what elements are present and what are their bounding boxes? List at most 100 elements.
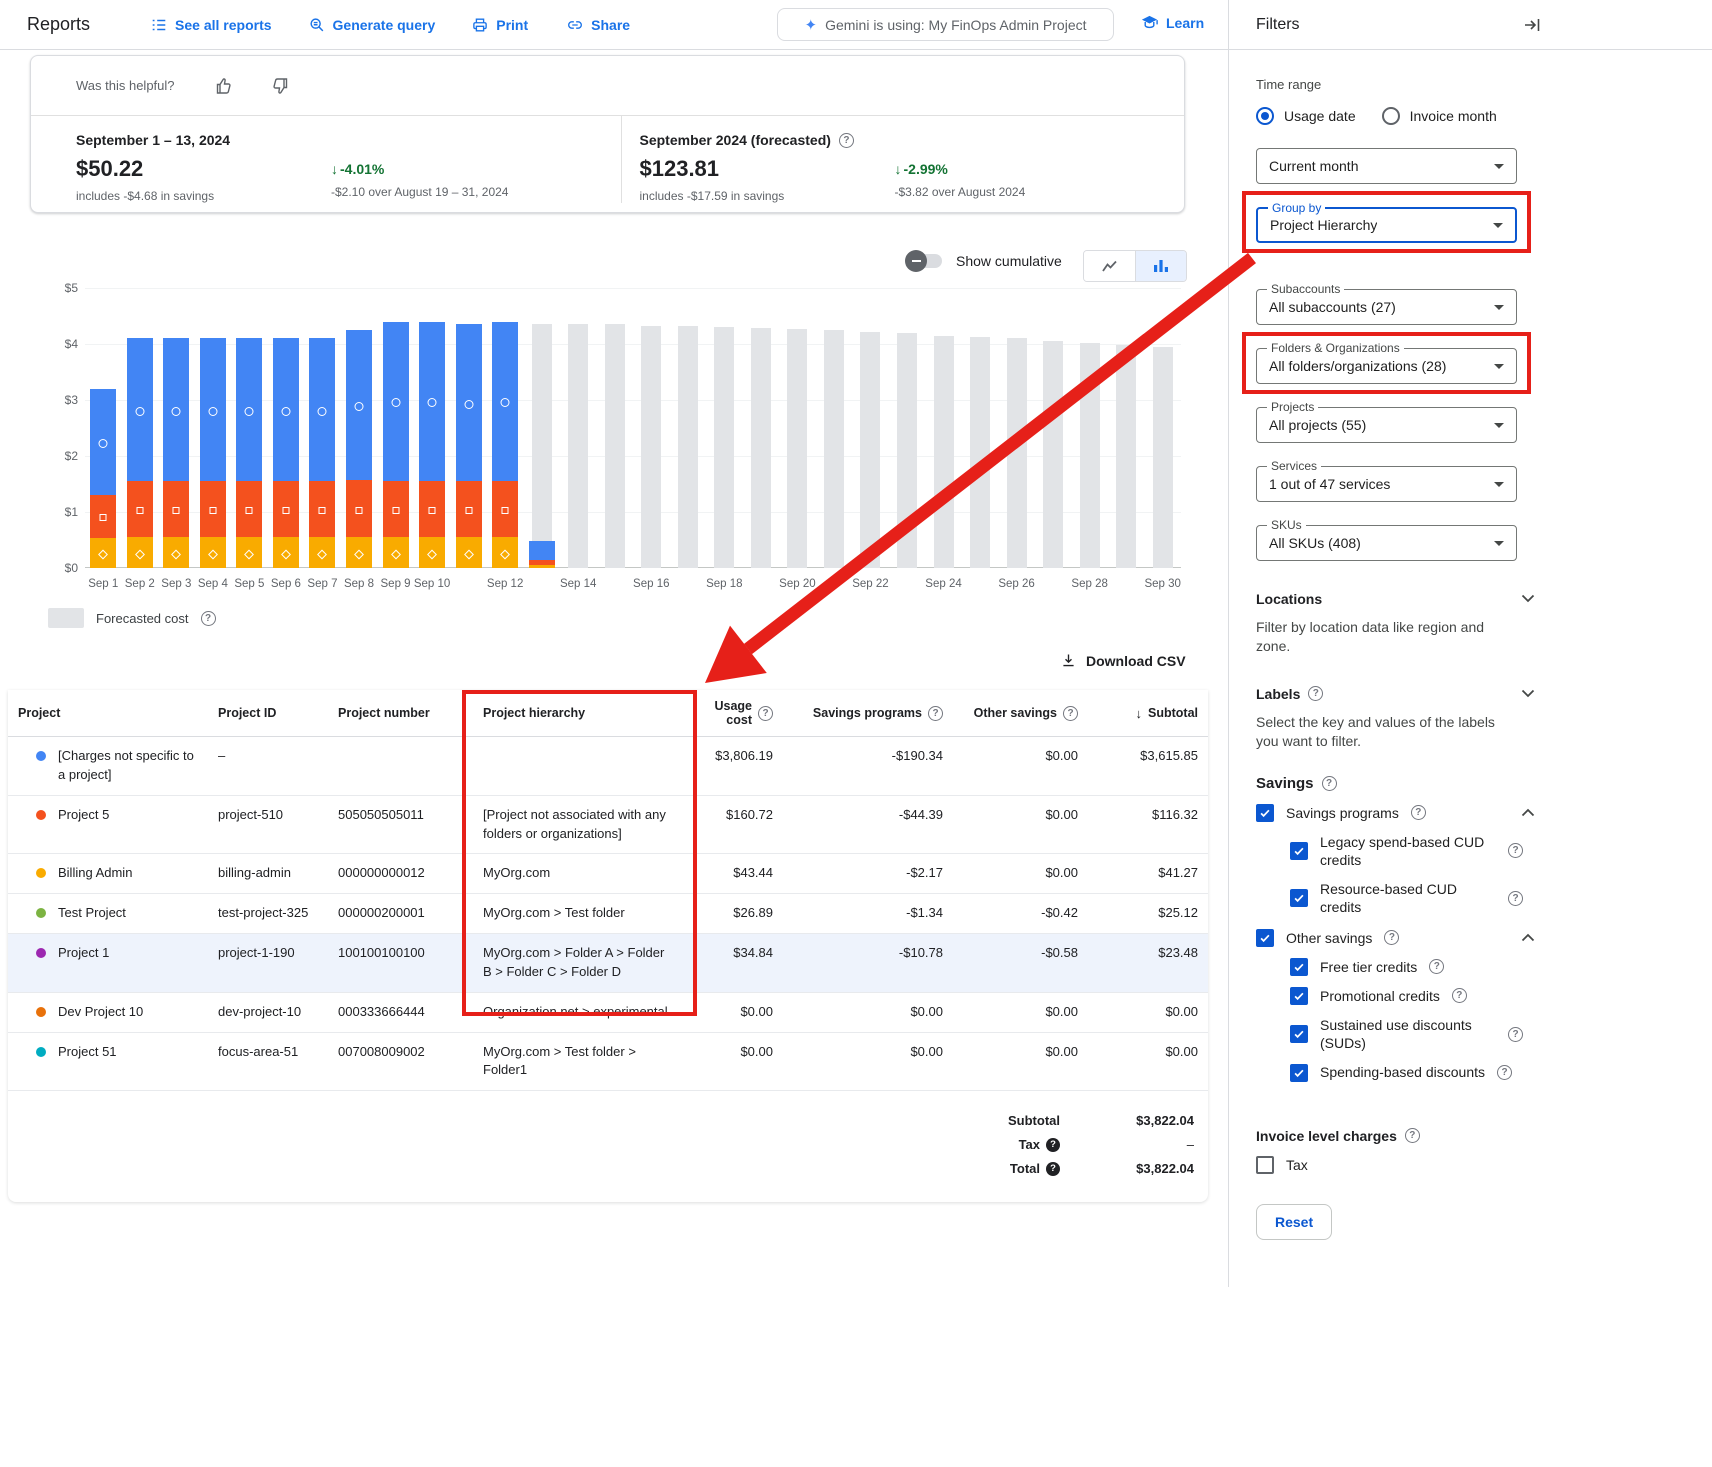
radio-invoice-month[interactable]: Invoice month	[1381, 107, 1497, 125]
generate-query-link[interactable]: Generate query	[308, 16, 435, 34]
table-row: Project 1 project-1-190 100100100100 MyOrg.…	[8, 934, 1208, 993]
help-icon[interactable]: ?	[1046, 1137, 1060, 1152]
download-csv-button[interactable]: Download CSV	[1060, 652, 1186, 669]
help-icon[interactable]: ?	[1429, 959, 1445, 975]
help-icon[interactable]: ?	[1321, 775, 1337, 791]
help-icon[interactable]: ?	[1508, 1026, 1523, 1042]
stacked-bar-segment	[528, 541, 555, 560]
help-icon[interactable]: ?	[758, 705, 773, 721]
dropdown-value: 1 out of 47 services	[1269, 476, 1391, 492]
locations-section-header[interactable]: Locations	[1256, 590, 1549, 608]
learn-link[interactable]: Learn	[1140, 13, 1204, 32]
radio-usage-date[interactable]: Usage date	[1256, 107, 1356, 125]
column-header-project-number[interactable]: Project number	[328, 697, 473, 729]
help-icon[interactable]: ?	[1404, 1128, 1420, 1144]
square-marker-icon	[282, 507, 290, 515]
x-tick-label: Sep 7	[307, 578, 338, 590]
dropdown-time-range[interactable]: Current month	[1256, 148, 1517, 184]
column-header-label: Project	[18, 706, 61, 720]
forecast-bar	[1079, 342, 1100, 568]
tax-checkbox[interactable]	[1256, 1155, 1274, 1174]
gemini-project-chip[interactable]: ✦ Gemini is using: My FinOps Admin Proje…	[777, 8, 1114, 41]
chevron-up-icon[interactable]	[1521, 929, 1535, 947]
table-cell: -$1.34	[906, 905, 943, 921]
square-marker-icon	[245, 507, 253, 515]
checkbox-savings-programs[interactable]	[1256, 803, 1274, 822]
table-cell: $3,615.85	[1140, 748, 1198, 763]
help-icon[interactable]: ?	[838, 132, 854, 148]
help-icon[interactable]: ?	[1508, 843, 1523, 859]
checkbox-promotional-credits[interactable]	[1290, 986, 1308, 1005]
checkbox-spending-based-discounts[interactable]	[1290, 1063, 1308, 1082]
column-header-usage-cost[interactable]: Usage cost?	[683, 690, 783, 736]
forecast-bar	[897, 332, 917, 568]
dropdown-projects[interactable]: Projects All projects (55)	[1256, 400, 1517, 443]
help-icon[interactable]: ?	[1508, 890, 1523, 906]
table-cell	[328, 737, 473, 757]
dropdown-wrapper-services: Services 1 out of 47 services	[1256, 459, 1517, 502]
dropdown-services[interactable]: Services 1 out of 47 services	[1256, 459, 1517, 502]
help-icon[interactable]: ?	[928, 705, 943, 721]
help-icon[interactable]: ?	[1063, 705, 1078, 721]
column-header-project[interactable]: Project	[8, 697, 208, 729]
line-chart-button[interactable]	[1084, 251, 1135, 281]
see-all-reports-link[interactable]: See all reports	[150, 16, 272, 34]
show-cumulative-toggle[interactable]	[905, 250, 942, 272]
checkbox-legacy-spend-based-cud-credits[interactable]	[1290, 841, 1308, 860]
help-icon[interactable]: ?	[1497, 1065, 1513, 1081]
table-cell: $0.00	[1045, 1003, 1078, 1019]
thumbs-down-button[interactable]	[271, 76, 291, 96]
dropdown-folders-organizations[interactable]: Folders & Organizations All folders/organ…	[1256, 341, 1517, 384]
collapse-panel-button[interactable]	[1522, 15, 1542, 40]
sort-desc-icon: ↓	[1135, 705, 1143, 721]
thumbs-up-button[interactable]	[213, 76, 233, 96]
stacked-bar-segment	[126, 481, 153, 538]
chevron-down-icon[interactable]	[1521, 685, 1535, 703]
dropdown-wrapper-group-by: Group by Project Hierarchy	[1242, 191, 1531, 253]
checkbox-other-savings[interactable]	[1256, 928, 1274, 947]
column-header-project-hierarchy[interactable]: Project hierarchy	[473, 697, 683, 729]
page-title: Reports	[27, 14, 91, 34]
checkbox-sustained-use-discounts-suds[interactable]	[1290, 1025, 1308, 1044]
reset-button[interactable]: Reset	[1256, 1203, 1333, 1240]
labels-section-header[interactable]: Labels ?	[1256, 685, 1549, 703]
dropdown-group-by[interactable]: Group by Project Hierarchy	[1256, 201, 1517, 243]
project-name: Project 1	[58, 945, 110, 961]
chevron-up-icon[interactable]	[1521, 804, 1535, 822]
circle-marker-icon	[244, 406, 254, 416]
help-icon[interactable]: ?	[1410, 805, 1426, 821]
help-icon[interactable]: ?	[200, 610, 216, 626]
show-cumulative-label: Show cumulative	[956, 253, 1062, 269]
graduation-cap-icon	[1141, 15, 1158, 29]
help-icon[interactable]: ?	[1308, 686, 1324, 702]
dropdown-wrapper-subaccounts: Subaccounts All subaccounts (27)	[1256, 282, 1517, 325]
table-cell: $0.00	[1045, 865, 1078, 881]
dropdown-subaccounts[interactable]: Subaccounts All subaccounts (27)	[1256, 282, 1517, 325]
chevron-down-icon[interactable]	[1521, 590, 1535, 608]
checkbox-label: Legacy spend-based CUD credits	[1320, 833, 1485, 868]
bar-chart-button[interactable]	[1135, 251, 1186, 281]
help-icon[interactable]: ?	[1451, 988, 1467, 1004]
column-header-project-id[interactable]: Project ID	[208, 697, 328, 729]
help-icon[interactable]: ?	[1384, 930, 1400, 946]
square-marker-icon	[99, 514, 107, 522]
print-link[interactable]: Print	[471, 16, 528, 34]
table-cell: Organization.net > experimental	[483, 1003, 668, 1019]
circle-marker-icon	[317, 406, 327, 416]
table-cell: -$0.58	[1041, 945, 1078, 961]
table-cell: –	[218, 748, 226, 763]
column-header-subtotal[interactable]: ↓ Subtotal	[1088, 697, 1208, 730]
checkbox-resource-based-cud-credits[interactable]	[1290, 889, 1308, 908]
y-tick-label: $2	[64, 449, 78, 463]
checkbox-label: Resource-based CUD credits	[1320, 881, 1457, 916]
gridline	[85, 400, 1181, 401]
checkbox-free-tier-credits[interactable]	[1290, 957, 1308, 976]
column-header-savings-programs[interactable]: Savings programs?	[783, 697, 953, 730]
column-header-other-savings[interactable]: Other savings?	[953, 697, 1088, 730]
dropdown-skus[interactable]: SKUs All SKUs (408)	[1256, 518, 1517, 561]
table-cell: $0.00	[1045, 748, 1078, 763]
help-icon[interactable]: ?	[1046, 1161, 1060, 1176]
share-link[interactable]: Share	[566, 16, 630, 34]
y-tick-label: $4	[64, 337, 78, 351]
radio-label: Invoice month	[1409, 108, 1497, 124]
